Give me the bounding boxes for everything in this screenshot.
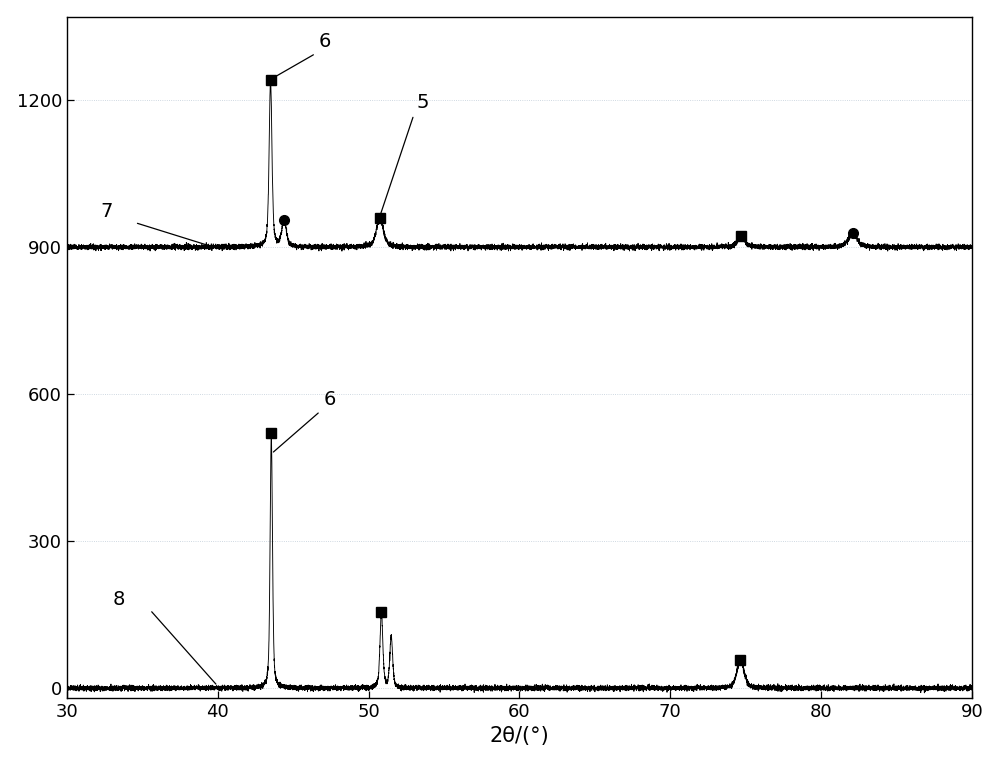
Text: 8: 8 [112,590,125,609]
Text: 5: 5 [417,93,429,112]
Text: 6: 6 [323,390,336,409]
Text: 6: 6 [319,32,331,51]
X-axis label: 2θ/(°): 2θ/(°) [490,726,549,746]
Text: 7: 7 [100,202,112,221]
